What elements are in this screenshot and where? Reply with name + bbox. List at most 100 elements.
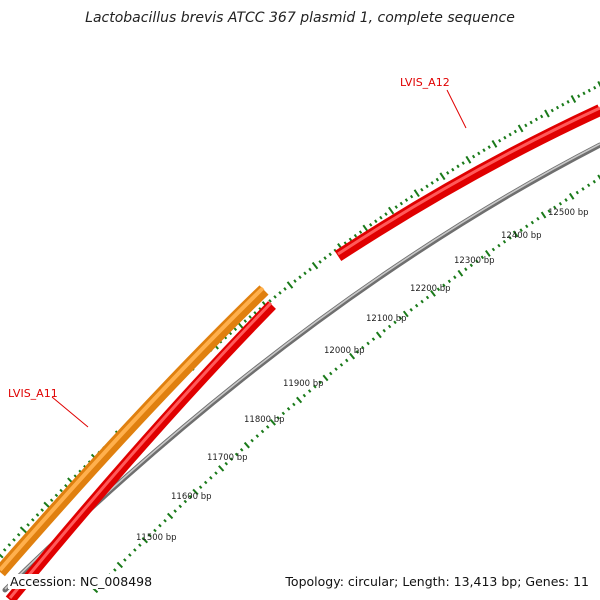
tick-mark [224, 461, 229, 466]
scale-label: 11800 bp [244, 415, 285, 425]
tick-mark [597, 174, 600, 180]
scale-label: 11500 bp [136, 533, 177, 543]
tick-mark [318, 260, 322, 264]
tick-mark [547, 209, 551, 213]
tick-mark [525, 224, 529, 229]
tick-mark [273, 295, 277, 299]
tick-mark [544, 109, 550, 118]
tick-mark [166, 512, 174, 520]
tick-mark [339, 363, 344, 367]
tick-mark [524, 123, 528, 128]
tick-mark [420, 187, 424, 192]
gene-label-lvis-a12[interactable]: LVIS_A12 [400, 76, 450, 89]
gene-label-lvis-a11[interactable]: LVIS_A11 [8, 387, 58, 400]
tick-mark [420, 299, 424, 304]
tick-mark [404, 198, 409, 202]
backbone-arc [2, 142, 600, 593]
tick-mark [430, 181, 434, 185]
scale-label: 11600 bp [171, 492, 212, 502]
tick-mark [517, 124, 524, 133]
tick-mark [334, 367, 338, 371]
tick-mark [128, 553, 132, 557]
tick-mark [570, 95, 577, 103]
tick-mark [581, 187, 585, 191]
tick-mark [464, 267, 468, 272]
tick-mark [311, 261, 319, 270]
tick-mark [348, 237, 353, 242]
tick-mark [188, 494, 193, 499]
tick-mark [529, 120, 533, 125]
leader-line-lvis-a12 [446, 89, 467, 129]
tick-mark [133, 548, 137, 552]
tick-mark [399, 201, 404, 206]
tick-mark [575, 190, 579, 195]
tick-mark [475, 259, 479, 264]
tick-mark [234, 452, 239, 457]
tick-mark [328, 252, 332, 257]
tick-mark [508, 132, 512, 137]
tick-mark [355, 350, 360, 354]
scale-label: 12100 bp [366, 314, 407, 324]
tick-mark [265, 425, 270, 429]
tick-mark [502, 239, 507, 244]
tick-mark [313, 384, 317, 389]
tick-mark [361, 345, 365, 350]
tick-mark [302, 393, 307, 398]
scale-label: 12300 bp [454, 256, 495, 266]
scale-label: 11900 bp [283, 379, 324, 389]
tick-mark [163, 518, 167, 523]
tick-mark [568, 192, 575, 200]
tick-mark [248, 315, 252, 319]
tick-mark [482, 148, 486, 153]
tick-mark [465, 155, 472, 164]
tick-mark [253, 311, 257, 315]
tick-mark [303, 271, 307, 276]
leader-line-lvis-a11 [51, 396, 89, 428]
tick-mark [358, 230, 363, 234]
tick-mark [451, 167, 455, 172]
tick-mark [113, 568, 117, 572]
tick-mark [141, 537, 149, 544]
tick-mark [477, 151, 481, 156]
tick-mark [35, 513, 40, 517]
tick-mark [158, 523, 162, 528]
tick-mark [12, 538, 16, 542]
tick-mark [153, 528, 157, 533]
gene-feature-lvis-a11[interactable] [0, 285, 269, 577]
tick-mark [491, 247, 496, 252]
tick-mark [394, 205, 398, 209]
tick-mark [425, 295, 430, 300]
tick-mark [513, 129, 517, 134]
tick-mark [276, 416, 280, 420]
tick-mark [439, 172, 446, 181]
tick-mark [398, 316, 403, 320]
tick-mark [298, 275, 302, 279]
tick-mark [375, 331, 382, 339]
tick-mark [308, 267, 312, 272]
tick-mark [491, 139, 498, 148]
tick-mark [7, 543, 12, 547]
tick-mark [540, 114, 544, 119]
tick-mark [307, 389, 312, 393]
tick-mark [471, 154, 476, 159]
tick-mark [457, 269, 464, 277]
tick-mark [393, 320, 397, 325]
tick-mark [255, 434, 260, 438]
tick-mark [148, 533, 152, 538]
tick-mark [469, 263, 474, 268]
tick-mark [413, 189, 420, 198]
tick-mark [260, 429, 265, 434]
tick-mark [536, 216, 540, 221]
tick-mark [278, 291, 282, 295]
tick-mark [229, 457, 234, 461]
gene-feature-lvis-a12[interactable] [334, 104, 600, 262]
tick-mark [453, 275, 457, 280]
topology-summary: Topology: circular; Length: 13,413 bp; G… [283, 574, 591, 589]
tick-mark [447, 279, 452, 284]
tick-mark [116, 561, 124, 569]
tick-mark [318, 380, 322, 385]
tick-mark [402, 310, 409, 318]
tick-mark [435, 177, 440, 182]
tick-mark [374, 219, 378, 224]
tick-mark [366, 341, 370, 346]
